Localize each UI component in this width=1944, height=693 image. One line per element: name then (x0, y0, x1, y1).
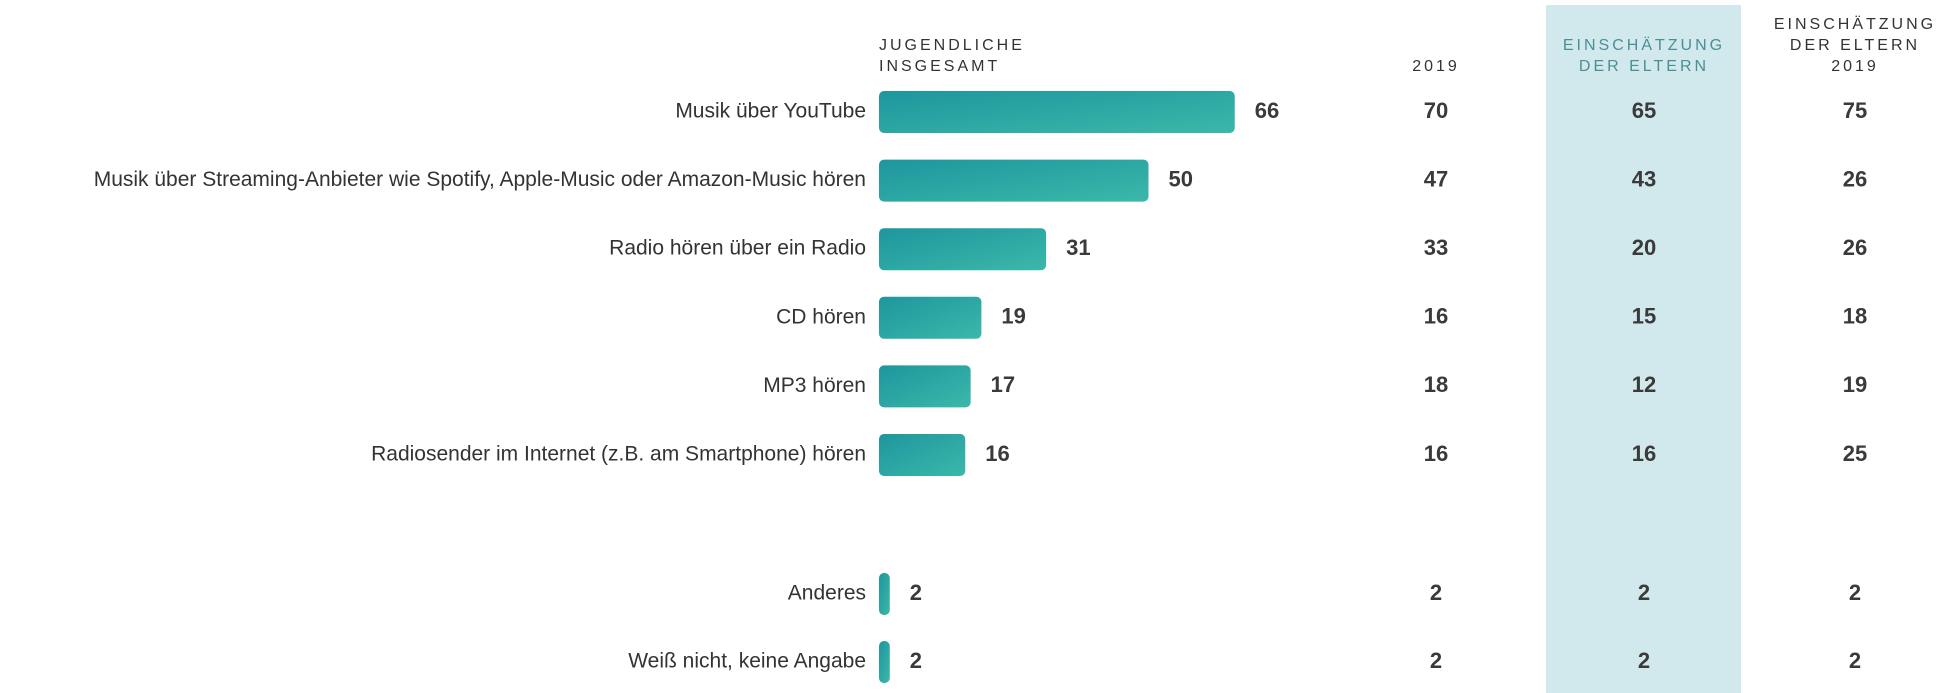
value-label: 50 (1169, 166, 1193, 191)
column-header: INSGESAMT (879, 58, 1000, 75)
value-label: 2 (910, 580, 922, 605)
value-label: 19 (1001, 304, 1025, 329)
table-value: 65 (1632, 98, 1656, 123)
table-value: 16 (1424, 304, 1448, 329)
column-header: 2019 (1831, 58, 1879, 75)
table-value: 20 (1632, 235, 1656, 260)
table-value: 2 (1430, 580, 1442, 605)
column-header: JUGENDLICHE (879, 37, 1025, 54)
bar (879, 365, 971, 408)
table-value: 26 (1843, 166, 1867, 191)
category-label: Radiosender im Internet (z.B. am Smartph… (371, 443, 866, 466)
value-label: 31 (1066, 235, 1090, 260)
table-value: 18 (1424, 372, 1448, 397)
category-label: MP3 hören (763, 374, 866, 397)
table-value: 25 (1843, 441, 1867, 466)
table-value: 19 (1843, 372, 1867, 397)
table-value: 75 (1843, 98, 1867, 123)
table-value: 2 (1849, 580, 1861, 605)
bar (879, 434, 966, 476)
category-label: Musik über Streaming-Anbieter wie Spotif… (94, 168, 866, 191)
table-value: 70 (1424, 98, 1448, 123)
highlight-band (1546, 5, 1741, 693)
table-value: 2 (1430, 648, 1442, 673)
category-label: Anderes (788, 582, 866, 605)
table-value: 18 (1843, 304, 1867, 329)
value-label: 17 (991, 372, 1015, 397)
column-header: EINSCHÄTZUNG (1563, 36, 1725, 54)
table-value: 2 (1638, 648, 1650, 673)
bar (879, 573, 890, 615)
table-value: 2 (1638, 580, 1650, 605)
bar (879, 159, 1149, 202)
table-value: 15 (1632, 304, 1656, 329)
category-label: Radio hören über ein Radio (609, 237, 866, 260)
bar (879, 641, 890, 683)
column-header: DER ELTERN (1790, 37, 1920, 54)
category-label: Weiß nicht, keine Angabe (628, 650, 866, 673)
table-value: 16 (1632, 441, 1656, 466)
bar (879, 91, 1235, 133)
category-label: Musik über YouTube (675, 100, 866, 123)
column-header: 2019 (1412, 58, 1460, 75)
column-header: EINSCHÄTZUNG (1774, 15, 1936, 33)
category-label: CD hören (776, 305, 866, 328)
table-value: 47 (1424, 166, 1448, 191)
bar (879, 296, 982, 339)
table-value: 26 (1843, 235, 1867, 260)
column-header: DER ELTERN (1579, 58, 1709, 75)
bar (879, 228, 1047, 271)
table-value: 12 (1632, 372, 1656, 397)
value-label: 66 (1255, 98, 1279, 123)
table-value: 43 (1632, 166, 1656, 191)
table-value: 16 (1424, 441, 1448, 466)
table-value: 2 (1849, 648, 1861, 673)
value-label: 2 (910, 648, 922, 673)
value-label: 16 (985, 441, 1009, 466)
table-value: 33 (1424, 235, 1448, 260)
